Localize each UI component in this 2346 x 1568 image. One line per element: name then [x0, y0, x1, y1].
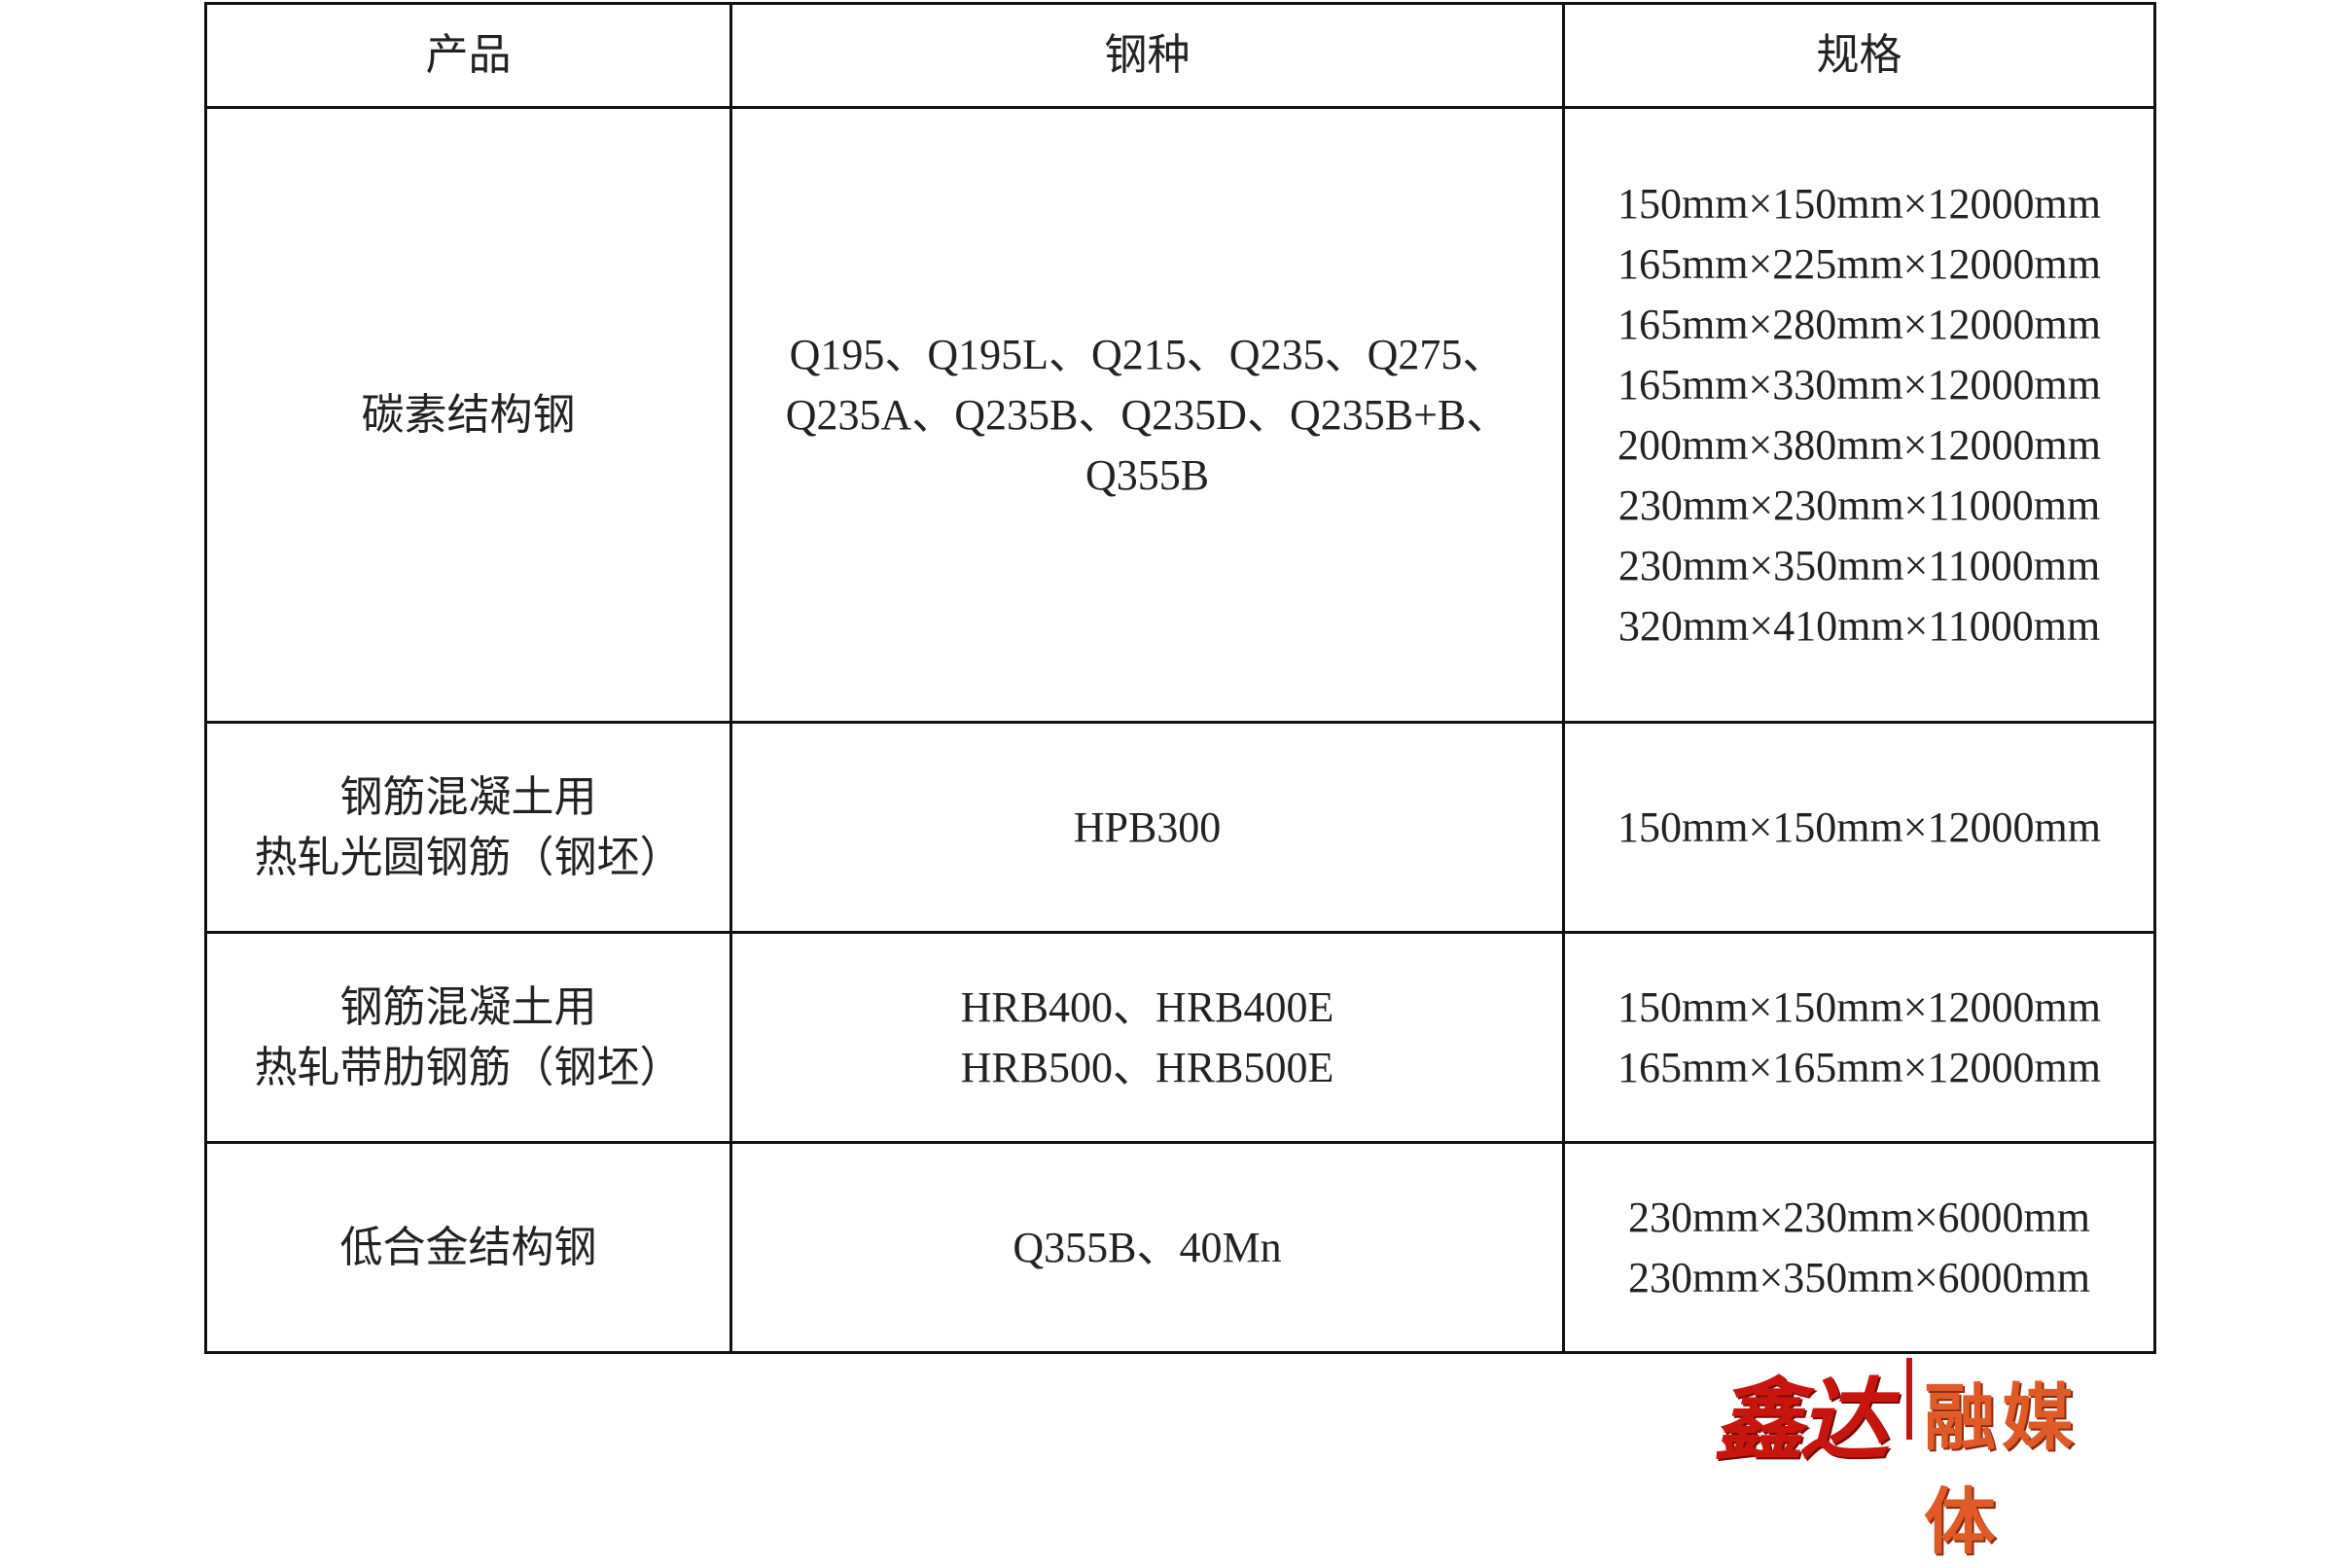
grade-line: Q355B [1084, 450, 1210, 499]
grade-line: HRB500、HRB500E [960, 1043, 1334, 1091]
table-row: 碳素结构钢 Q195、Q195L、Q215、Q235、Q275、 Q235A、Q23… [204, 106, 2156, 724]
steel-product-table: 产品 钢种 规格 碳素结构钢 Q195、Q195L、Q215、Q235、Q275、… [204, 2, 2156, 1354]
spec-line: 165mm×225mm×12000mm [1617, 239, 2101, 288]
logo-part2: 融媒体 [1924, 1376, 2079, 1564]
header-product: 产品 [204, 2, 732, 109]
product-line: 钢筋混凝土用 [339, 982, 597, 1031]
xinda-media-logo: 鑫达 融媒体 [1714, 1354, 2142, 1564]
spec-line: 230mm×230mm×11000mm [1617, 481, 2101, 529]
product-line: 钢筋混凝土用 [339, 772, 597, 821]
spec-line: 200mm×380mm×12000mm [1617, 420, 2101, 469]
spec-line: 230mm×350mm×11000mm [1617, 541, 2101, 589]
cell-grade: Q355B、40Mn [729, 1141, 1565, 1354]
spec-line: 230mm×230mm×6000mm [1628, 1193, 2090, 1241]
product-line: 低合金结构钢 [339, 1223, 597, 1271]
grade-line: HRB400、HRB400E [960, 982, 1334, 1031]
table-row: 钢筋混凝土用热轧光圆钢筋（钢坯） HPB300 150mm×150mm×12000m… [204, 721, 2156, 934]
grade-line: HPB300 [1073, 802, 1222, 851]
product-line: 热轧光圆钢筋（钢坯） [254, 833, 683, 881]
cell-grade: Q195、Q195L、Q215、Q235、Q275、 Q235A、Q235B、Q2… [729, 106, 1565, 724]
cell-spec: 150mm×150mm×12000mm 165mm×225mm×12000mm 16… [1562, 106, 2156, 724]
product-line: 碳素结构钢 [361, 390, 576, 439]
logo-divider [1906, 1358, 1912, 1440]
spec-line: 165mm×165mm×12000mm [1617, 1043, 2101, 1091]
spec-line: 165mm×330mm×12000mm [1617, 360, 2101, 409]
table-row: 钢筋混凝土用热轧带肋钢筋（钢坯） HRB400、HRB400E HRB500、HRB… [204, 931, 2156, 1144]
cell-grade: HPB300 [729, 721, 1565, 934]
logo-part1: 鑫达 [1714, 1368, 1889, 1473]
cell-product: 碳素结构钢 [204, 106, 732, 724]
spec-line: 150mm×150mm×12000mm [1617, 802, 2101, 851]
header-grade: 钢种 [729, 2, 1565, 109]
grade-line: Q235A、Q235B、Q235D、Q235B+B、 [785, 390, 1510, 439]
spec-line: 165mm×280mm×12000mm [1617, 300, 2101, 348]
product-line: 热轧带肋钢筋（钢坯） [254, 1043, 683, 1091]
header-spec: 规格 [1562, 2, 2156, 109]
spec-line: 150mm×150mm×12000mm [1617, 982, 2101, 1031]
cell-spec: 150mm×150mm×12000mm [1562, 721, 2156, 934]
cell-grade: HRB400、HRB400E HRB500、HRB500E [729, 931, 1565, 1144]
cell-spec: 150mm×150mm×12000mm 165mm×165mm×12000mm [1562, 931, 2156, 1144]
spec-line: 230mm×350mm×6000mm [1628, 1253, 2090, 1301]
table-row: 低合金结构钢 Q355B、40Mn 230mm×230mm×6000mm 230mm×… [204, 1141, 2156, 1354]
cell-product: 低合金结构钢 [204, 1141, 732, 1354]
spec-line: 320mm×410mm×11000mm [1617, 601, 2101, 650]
cell-spec: 230mm×230mm×6000mm 230mm×350mm×6000mm [1562, 1141, 2156, 1354]
cell-product: 钢筋混凝土用热轧光圆钢筋（钢坯） [204, 721, 732, 934]
spec-line: 150mm×150mm×12000mm [1617, 179, 2101, 228]
grade-line: Q195、Q195L、Q215、Q235、Q275、 [789, 330, 1506, 378]
header-row: 产品 钢种 规格 [204, 2, 2156, 109]
grade-line: Q355B、40Mn [1013, 1223, 1282, 1271]
cell-product: 钢筋混凝土用热轧带肋钢筋（钢坯） [204, 931, 732, 1144]
